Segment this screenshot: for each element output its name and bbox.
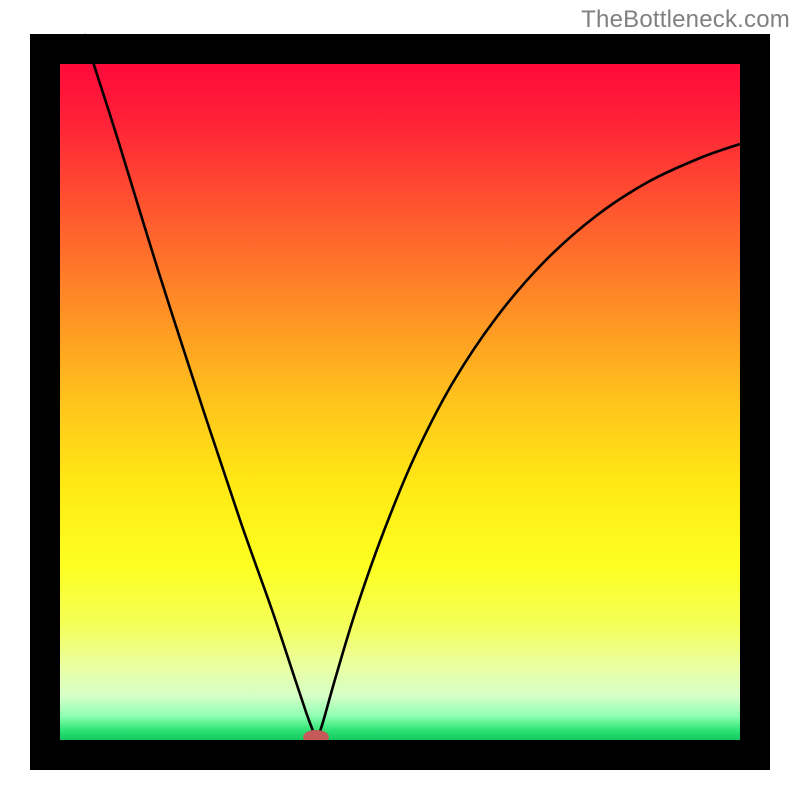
frame-border-right [740,34,770,770]
chart-root: TheBottleneck.com [0,0,800,800]
watermark-text: TheBottleneck.com [581,6,790,34]
frame-border-left [30,34,60,770]
frame-border-top [30,34,770,64]
frame-border-bottom [30,740,770,770]
plot-background [60,64,740,740]
plot-svg [0,0,800,800]
